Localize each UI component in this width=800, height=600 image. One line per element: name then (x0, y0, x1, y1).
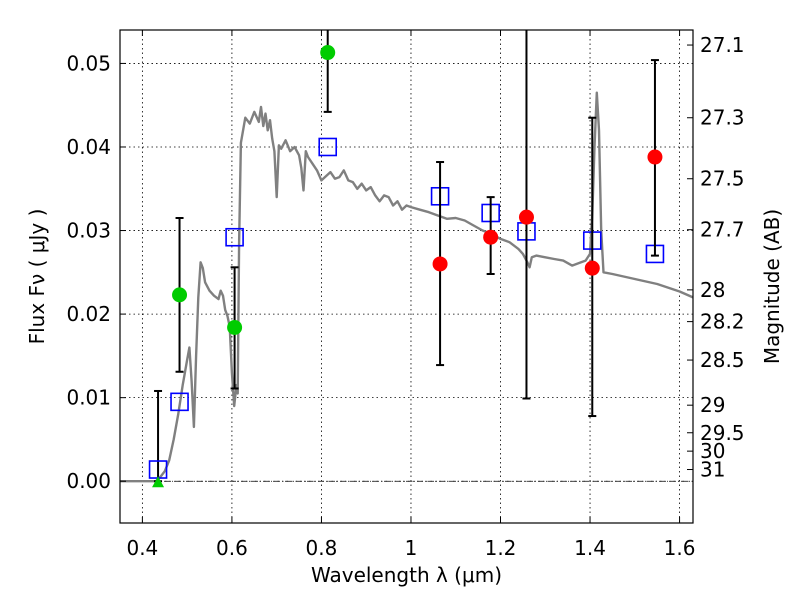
tick-layer: 0.4 0.6 0.8 1 1.2 1.4 1.6 0.00 0.01 0.02 0.03 0.04 0… (66, 30, 745, 560)
plot-frame (119, 29, 694, 524)
observed-point-red (518, 209, 534, 225)
observed-point-green (320, 45, 336, 61)
model-sed-line (120, 91, 694, 483)
x-axis-label: Wavelength λ (μm) (311, 563, 502, 587)
observed-point-red (432, 256, 448, 272)
observed-point-red (483, 229, 499, 245)
model-box (170, 392, 189, 412)
x-tick-label: 0.8 (306, 536, 338, 560)
model-box (225, 227, 244, 247)
y-tick-label: 0.03 (66, 219, 111, 243)
x-tick-label: 0.4 (126, 536, 158, 560)
right-tick-label: 27.3 (700, 106, 745, 130)
right-tick-label: 27.1 (700, 33, 745, 57)
right-tick-label: 28 (700, 278, 725, 302)
x-tick-label: 1.6 (664, 536, 696, 560)
observed-point-green (227, 319, 243, 335)
right-tick-label: 29.5 (700, 421, 745, 445)
y-tick-label: 0.04 (66, 135, 111, 159)
right-tick-label: 30 (700, 439, 725, 463)
right-tick-label: 28.5 (700, 348, 745, 372)
model-box (318, 137, 338, 157)
x-tick-label: 1.2 (485, 536, 517, 560)
right-tick-label: 27.7 (700, 218, 745, 242)
right-tick-label: 27.5 (700, 167, 745, 191)
x-tick-label: 1 (405, 536, 418, 560)
upper-limit-triangle (152, 476, 165, 488)
right-tick-label: 29 (700, 393, 725, 417)
observed-point-red (647, 149, 663, 165)
right-axis-label: Magnitude (AB) (760, 209, 784, 364)
y-tick-label: 0.01 (66, 386, 111, 410)
right-tick-label: 28.2 (700, 310, 745, 334)
y-tick-label: 0.00 (66, 469, 111, 493)
observed-point-red (584, 260, 600, 276)
y-axis-label: Flux Fν ( μJy ) (25, 209, 49, 345)
x-tick-label: 0.6 (216, 536, 248, 560)
grid-layer (120, 30, 693, 523)
right-tick-label: 31 (700, 458, 725, 482)
x-tick-label: 1.4 (574, 536, 606, 560)
data-layer (120, 30, 694, 488)
y-tick-label: 0.05 (66, 51, 111, 75)
y-tick-label: 0.02 (66, 302, 111, 326)
observed-point-green (172, 287, 188, 303)
